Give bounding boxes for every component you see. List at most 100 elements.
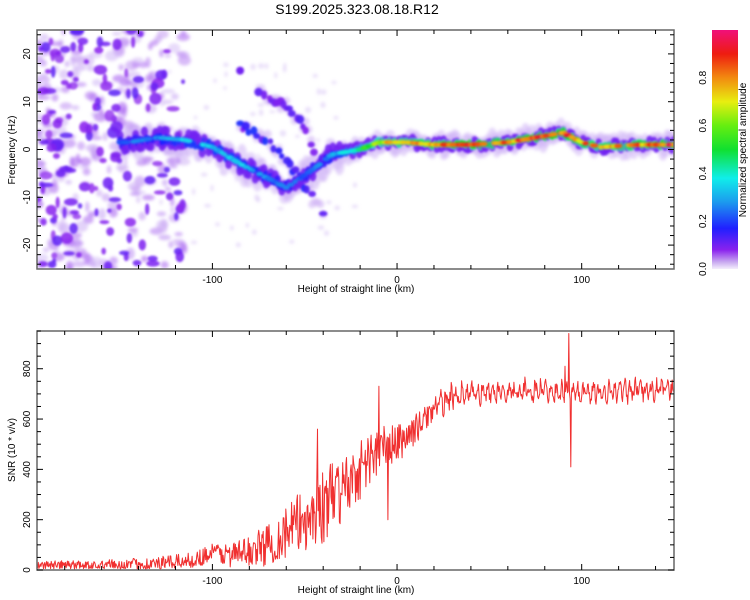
spectrogram-cell: [165, 192, 174, 201]
y-tick-label: 400: [22, 461, 33, 478]
spectrogram-cell: [112, 38, 122, 51]
spectrogram-cell: [116, 203, 122, 211]
spectrogram-cell: [269, 110, 276, 114]
spectrogram-cell: [659, 142, 667, 147]
spectrogram-cell: [74, 220, 89, 233]
spectrogram-cell: [77, 141, 85, 151]
spectrogram-cell: [180, 244, 188, 255]
spectrogram-cell: [318, 210, 328, 217]
spectrogram-cell: [303, 185, 310, 194]
colorbar-tick-label: 0.6: [698, 118, 709, 132]
spectrogram-cell: [229, 225, 234, 231]
spectrogram-cell: [223, 86, 227, 90]
spectrogram-cell: [136, 159, 147, 166]
spectrogram-cell: [41, 114, 51, 125]
spectrogram-cell: [317, 225, 325, 230]
spectrogram-image: [37, 30, 674, 269]
spectrogram-cell: [99, 158, 107, 164]
spectrogram-cell: [351, 204, 359, 209]
spectrogram-cell: [90, 135, 103, 141]
spectrogram-cell: [87, 211, 97, 218]
spectrogram-cell: [258, 63, 265, 69]
spectrogram-cell: [110, 121, 124, 133]
spectrogram-cell: [132, 76, 144, 84]
spectrogram-cell: [286, 159, 294, 168]
spectrogram-cell: [320, 177, 326, 183]
spectrogram-cell: [138, 211, 146, 221]
spectrogram-cell: [286, 182, 295, 187]
spectrogram-cell: [37, 95, 51, 101]
y-tick-label: 600: [22, 410, 33, 427]
spectrogram-cell: [85, 201, 90, 212]
spectrogram-cell: [313, 179, 320, 185]
spectrogram-cell: [70, 41, 77, 52]
spectrogram-cell: [145, 103, 151, 112]
spectrogram-cell: [294, 134, 301, 138]
spectrogram-cell: [107, 200, 120, 211]
spectrogram-cell: [479, 141, 488, 147]
spectrogram-cell: [291, 166, 300, 174]
spectrogram-cell: [60, 46, 71, 54]
spectrogram-cell: [79, 156, 92, 167]
spectrogram-cell: [204, 203, 211, 208]
spectrogram-cell: [270, 145, 277, 153]
spectrogram-cell: [213, 78, 217, 83]
spectrogram-cell: [551, 132, 558, 137]
spectrogram-cell: [76, 158, 83, 164]
spectrogram-cell: [96, 189, 103, 197]
spectrogram-cell: [93, 64, 108, 75]
spectrogram-cell: [345, 155, 351, 161]
y-tick-label: -10: [22, 190, 33, 205]
spectrogram-cell: [104, 109, 115, 121]
spectrogram-cell: [48, 37, 54, 46]
spectrogram-cell: [52, 119, 63, 129]
spectrogram-cell: [307, 135, 316, 144]
spectrogram-cell: [37, 113, 44, 125]
spectrogram-cell: [122, 170, 132, 182]
spectrogram-cell: [164, 186, 172, 192]
spectrogram-cell: [310, 148, 318, 156]
spectrogram-cell: [162, 49, 171, 54]
spectrogram-cell: [65, 260, 74, 269]
spectrogram-cell: [41, 41, 51, 53]
spectrogram-cell: [39, 139, 50, 145]
spectrogram-cell: [51, 252, 58, 259]
spectrogram-cell: [124, 217, 137, 227]
spectrogram-cell: [147, 255, 158, 262]
spectrogram-cell: [312, 73, 318, 78]
spectrogram-cell: [146, 260, 160, 267]
spectrogram-cell: [250, 168, 256, 173]
spectrogram-ylabel: Frequency (Hz): [7, 116, 18, 185]
spectrogram-cell: [227, 145, 234, 150]
spectrogram-cell: [62, 139, 76, 148]
spectrogram-cell: [60, 79, 69, 86]
spectrogram-cell: [125, 60, 138, 71]
spectrogram-cell: [274, 72, 278, 79]
spectrogram-cell: [157, 163, 167, 175]
spectrogram-cell: [94, 208, 99, 217]
spectrogram-cell: [129, 191, 141, 196]
spectrogram-cell: [138, 61, 148, 69]
spectrogram-cell: [116, 162, 124, 171]
spectrogram-cell: [242, 164, 251, 170]
spectrogram-cell: [77, 43, 84, 53]
spectrogram-cell: [106, 227, 115, 236]
spectrogram-cell: [296, 115, 305, 124]
spectrogram-cell: [54, 51, 62, 56]
spectrogram-cell: [159, 199, 163, 205]
spectrogram-cell: [85, 124, 93, 134]
spectrogram-cell: [55, 169, 66, 178]
spectrogram-cell: [257, 102, 265, 108]
spectrogram-cell: [57, 220, 66, 232]
spectrogram-cell: [263, 129, 272, 138]
spectrogram-cell: [250, 111, 256, 117]
spectrogram-cell: [144, 203, 150, 215]
spectrogram-cell: [72, 260, 87, 268]
spectrogram-cell: [111, 103, 121, 112]
spectrogram-cell: [352, 182, 358, 188]
spectrogram-cell: [119, 79, 133, 87]
spectrogram-cell: [153, 190, 166, 195]
spectrogram-cell: [174, 242, 185, 247]
spectrogram-cell: [168, 43, 181, 53]
